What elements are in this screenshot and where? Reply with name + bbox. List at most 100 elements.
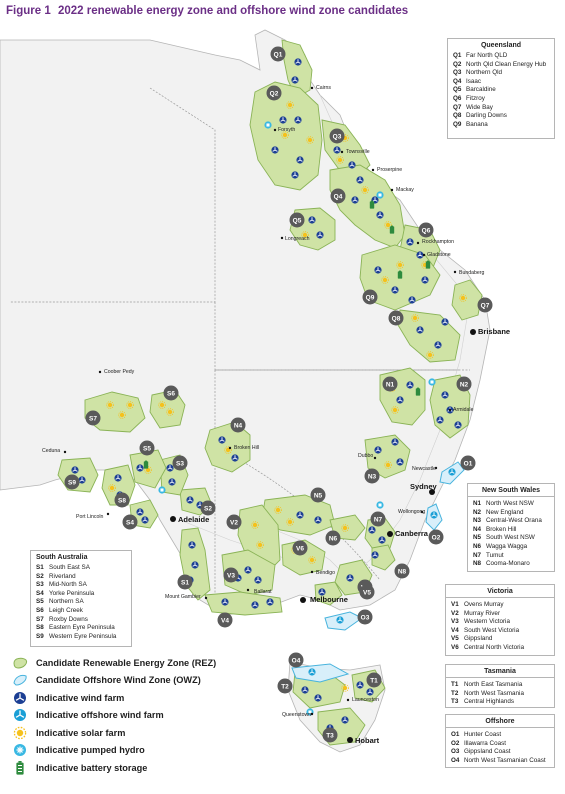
svg-text:S3: S3 [176,461,184,468]
legend-zone-name: Roxby Downs [49,616,88,623]
svg-text:S7: S7 [89,416,97,423]
zone-badge-n1: N1 [383,377,398,392]
legend-zone-name: Yorke Peninsula [49,590,94,597]
legend-nsw-item: N5 South West NSW [473,534,549,543]
legend-zone-name: Hunter Coast [464,731,501,738]
legend-sa-item: S9 Western Eyre Peninsula [36,633,126,642]
legend-zone-name: Wagga Wagga [486,543,527,550]
svg-text:Q4: Q4 [334,194,343,201]
key-wind-label: Indicative wind farm [36,693,124,703]
legend-zone-name: Eastern Eyre Peninsula [49,624,115,631]
legend-zone-name: Fitzroy [466,95,485,102]
svg-text:V3: V3 [227,573,235,580]
key-solar-label: Indicative solar farm [36,728,125,738]
key-rez-label: Candidate Renewable Energy Zone (REZ) [36,658,216,668]
legend-code: Q7 [453,104,466,113]
svg-text:T1: T1 [370,678,378,685]
zone-badge-s9: S9 [65,475,80,490]
legend-code: S1 [36,564,49,573]
city-dubbo: Dubbo [358,453,373,459]
key-hydro-label: Indicative pumped hydro [36,745,145,755]
legend-nsw-item: N6 Wagga Wagga [473,543,549,552]
key-offshore-wind-label: Indicative offshore wind farm [36,710,164,720]
sun-icon [12,726,28,740]
legend-victoria: Victoria V1 Ovens Murray V2 Murray River V3 W… [445,584,555,656]
legend-queensland-item: Q8 Darling Downs [453,112,549,121]
legend-queensland-item: Q1 Far North QLD [453,52,549,61]
zone-badge-v2: V2 [227,515,242,530]
zone-badge-s6: S6 [164,386,179,401]
zone-badge-q4: Q4 [331,189,346,204]
city-wollongong: Wollongong [398,509,425,515]
legend-code: V5 [451,635,464,644]
zone-badge-s1: S1 [178,575,193,590]
legend-code: S8 [36,624,49,633]
legend-nsw-item: N8 Cooma-Monaro [473,560,549,569]
legend-victoria-item: V4 South West Victoria [451,627,549,636]
svg-text:Q6: Q6 [422,228,431,235]
legend-code: S7 [36,616,49,625]
owz-o3 [325,612,362,630]
legend-zone-name: South West NSW [486,534,535,541]
legend-code: S4 [36,590,49,599]
zone-badge-v4: V4 [218,613,233,628]
legend-offshore-item: O3 Gippsland Coast [451,748,549,757]
legend-zone-name: North West Tasmanian Coast [464,757,546,764]
city-townsville: Townsville [346,149,370,155]
svg-text:S9: S9 [68,480,76,487]
svg-text:V6: V6 [296,546,304,553]
legend-zone-name: North Qld Clean Energy Hub [466,61,546,68]
wind-turbine-icon [12,691,28,705]
svg-text:S8: S8 [118,498,126,505]
legend-sa-item: S1 South East SA [36,564,126,573]
legend-zone-name: Leigh Creek [49,607,83,614]
key-wind: Indicative wind farm [12,689,262,707]
zone-badge-v6: V6 [293,541,308,556]
zone-badge-q8: Q8 [389,311,404,326]
svg-text:N5: N5 [314,493,323,500]
legend-code: N5 [473,534,486,543]
legend-code: S9 [36,633,49,642]
legend-code: Q9 [453,121,466,130]
svg-text:N2: N2 [460,382,469,389]
city-longreach: Longreach [285,236,310,242]
zone-badge-o3: O3 [358,610,373,625]
legend-queensland: Queensland Q1 Far North QLD Q2 North Qld Cl… [447,38,555,139]
zone-badge-q2: Q2 [267,86,282,101]
legend-code: T1 [451,681,464,690]
map-key: Candidate Renewable Energy Zone (REZ) Ca… [12,654,262,777]
legend-victoria-item: V6 Central North Victoria [451,644,549,653]
pumped-hydro-icon [12,743,28,757]
legend-tasmania: Tasmania T1 North East Tasmania T2 North We… [445,664,555,708]
legend-queensland-item: Q9 Banana [453,121,549,130]
city-bendigo: Bendigo [316,570,335,576]
zone-badge-v3: V3 [224,568,239,583]
svg-text:N7: N7 [374,517,383,524]
svg-text:S1: S1 [181,580,189,587]
city-gladstone: Gladstone [427,252,451,258]
legend-code: N6 [473,543,486,552]
legend-code: S3 [36,581,49,590]
zone-badge-n3: N3 [365,469,380,484]
legend-code: Q3 [453,69,466,78]
zone-badge-q3: Q3 [330,129,345,144]
svg-text:Q8: Q8 [392,316,401,323]
zone-badge-o2: O2 [429,530,444,545]
legend-queensland-item: Q3 Northern Qld [453,69,549,78]
zone-badge-t2: T2 [278,679,293,694]
legend-zone-name: Banana [466,121,488,128]
city-proserpine: Proserpine [377,167,402,173]
legend-zone-name: Isaac [466,78,481,85]
legend-sa-item: S8 Eastern Eyre Peninsula [36,624,126,633]
rez-swatch-icon [12,656,28,670]
legend-offshore-title: Offshore [446,718,554,728]
zone-badge-s4: S4 [123,515,138,530]
legend-zone-name: Gippsland Coast [464,748,511,755]
city-forsyth: Forsyth [278,127,295,133]
legend-code: Q6 [453,95,466,104]
svg-text:N1: N1 [386,382,395,389]
svg-text:N6: N6 [329,536,338,543]
key-solar: Indicative solar farm [12,724,262,742]
legend-sa-title: South Australia [36,554,126,561]
battery-icon [12,761,28,775]
